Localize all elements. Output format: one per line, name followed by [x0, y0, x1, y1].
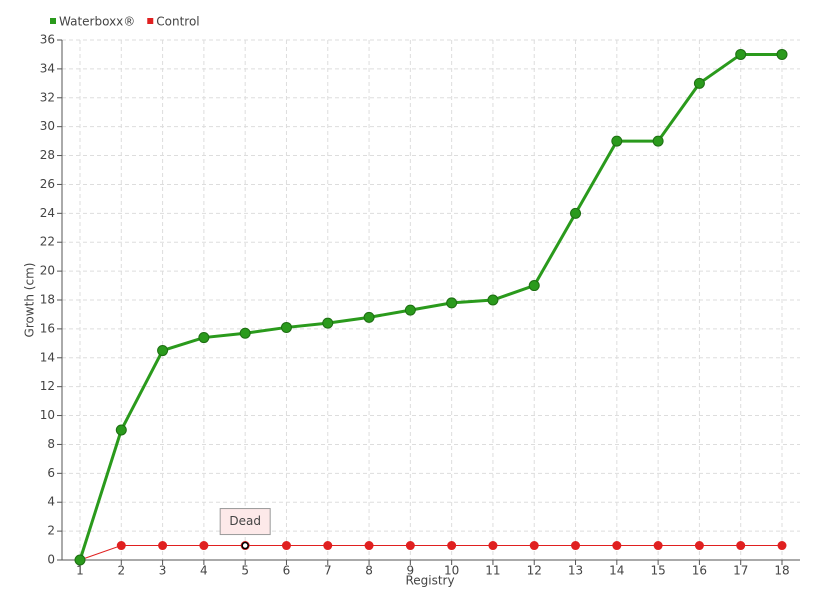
x-tick-label: 13	[568, 564, 583, 578]
series-line	[78, 52, 782, 561]
x-tick-label: 4	[200, 564, 208, 578]
point	[115, 424, 127, 436]
x-tick-label: 6	[283, 564, 291, 578]
y-tick-label: 30	[40, 119, 55, 133]
point	[776, 48, 788, 60]
point	[611, 135, 623, 147]
x-tick-label: 14	[609, 564, 624, 578]
y-tick-label: 2	[47, 524, 55, 538]
point	[281, 541, 291, 551]
y-tick-label: 14	[40, 350, 55, 364]
y-axis-label: Growth (cm)	[23, 263, 37, 338]
y-tick-label: 26	[40, 177, 55, 191]
x-tick-label: 1	[76, 564, 84, 578]
y-tick-label: 0	[47, 553, 55, 567]
legend-swatch	[50, 18, 56, 24]
point	[571, 541, 581, 551]
point	[612, 541, 622, 551]
point	[488, 541, 498, 551]
x-tick-label: 12	[527, 564, 542, 578]
y-tick-label: 34	[40, 61, 55, 75]
point	[74, 554, 86, 566]
point	[199, 541, 209, 551]
y-tick-label: 36	[40, 33, 55, 47]
y-tick-label: 32	[40, 90, 55, 104]
y-tick-label: 4	[47, 495, 55, 509]
point	[487, 294, 499, 306]
y-tick-label: 18	[40, 293, 55, 307]
x-tick-label: 17	[733, 564, 748, 578]
x-axis-label: Registry	[405, 574, 454, 588]
point	[694, 541, 704, 551]
x-tick-label: 9	[407, 564, 415, 578]
x-tick-label: 7	[324, 564, 332, 578]
y-tick-label: 12	[40, 379, 55, 393]
point	[447, 541, 457, 551]
series-line	[79, 545, 782, 561]
point	[735, 48, 747, 60]
point	[736, 541, 746, 551]
point	[405, 541, 415, 551]
x-tick-label: 8	[365, 564, 373, 578]
y-tick-label: 8	[47, 437, 55, 451]
point	[693, 77, 705, 89]
x-tick-label: 18	[774, 564, 789, 578]
point	[157, 345, 169, 357]
legend-swatch	[147, 18, 154, 24]
y-tick-label: 16	[40, 321, 55, 335]
y-tick-label: 28	[40, 148, 55, 162]
y-tick-label: 20	[40, 264, 55, 278]
point	[158, 541, 168, 551]
x-tick-label: 5	[241, 564, 249, 578]
y-tick-label: 22	[40, 235, 55, 249]
point	[570, 207, 582, 219]
point	[777, 541, 787, 551]
annotation-box	[219, 508, 271, 536]
point	[198, 332, 210, 344]
point	[280, 321, 292, 333]
y-tick-label: 6	[47, 466, 55, 480]
point	[322, 317, 334, 329]
point	[323, 541, 333, 551]
x-tick-label: 2	[117, 564, 125, 578]
annotation-text: Dead	[229, 514, 261, 528]
point	[363, 311, 375, 323]
point	[116, 541, 126, 551]
x-tick-label: 16	[692, 564, 707, 578]
point	[404, 304, 416, 316]
x-tick-label: 11	[485, 564, 500, 578]
point	[652, 135, 664, 147]
point	[446, 297, 458, 309]
y-tick-label: 24	[40, 206, 55, 220]
point	[239, 327, 251, 339]
point	[364, 541, 374, 551]
x-tick-label: 15	[650, 564, 665, 578]
x-tick-label: 3	[159, 564, 167, 578]
annotated-point	[241, 541, 249, 550]
point	[653, 541, 663, 551]
x-tick-label: 10	[444, 564, 459, 578]
legend-label: Waterboxx®	[59, 15, 135, 29]
y-tick-label: 10	[40, 408, 55, 422]
point	[528, 280, 540, 292]
legend-label: Control	[156, 15, 199, 29]
point	[529, 541, 539, 551]
